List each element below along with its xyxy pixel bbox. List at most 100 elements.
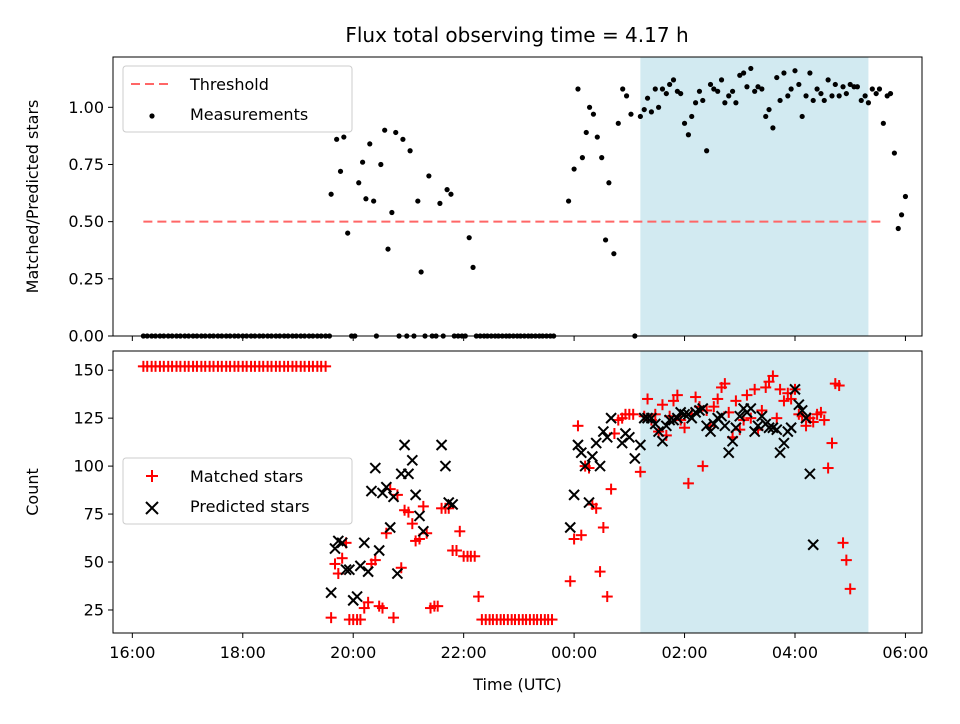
measurement-point — [729, 88, 736, 94]
predicted-star-point — [619, 427, 632, 440]
matched-star-point — [671, 389, 683, 401]
measurement-point — [571, 166, 577, 172]
predicted-star-point — [656, 435, 669, 447]
measurement-point — [337, 168, 344, 174]
measurement-point — [437, 200, 443, 206]
predicted-star-point — [745, 402, 757, 415]
measurement-point — [400, 136, 406, 142]
y-tick-label: 0.00 — [68, 327, 104, 346]
matched-star-point — [376, 602, 388, 614]
measurement-point — [847, 81, 853, 88]
predicted-star-point — [649, 418, 661, 430]
measurement-point — [681, 120, 688, 126]
measurement-point — [341, 134, 347, 140]
legend-box-bottom — [122, 457, 353, 525]
y-tick-label: 0.50 — [68, 212, 104, 231]
panel-count: 25 50 75 100 125 150 16:00 18:00 20:00 22:00 00:0… — [23, 350, 928, 694]
measurement-point — [869, 86, 875, 92]
predicted-star-point — [807, 539, 819, 551]
measurement-point — [858, 97, 864, 104]
measurement-point — [628, 111, 634, 117]
matched-star-point — [826, 437, 838, 449]
measurement-point — [814, 86, 820, 92]
matched-star-point — [329, 558, 341, 570]
measurement-point — [611, 251, 617, 257]
x-tick-label: 20:00 — [330, 643, 376, 662]
predicted-star-point — [376, 487, 389, 499]
predicted-star-point — [771, 423, 783, 436]
measurement-point — [807, 70, 813, 76]
measurement-point — [898, 212, 905, 218]
measurement-point — [700, 97, 706, 104]
y-tick-label: 150 — [73, 361, 104, 380]
matched-star-point — [395, 562, 407, 574]
measurement-point — [810, 97, 816, 104]
matched-star-point — [815, 406, 827, 418]
matched-star-point — [837, 537, 849, 549]
predicted-star-point — [785, 422, 797, 434]
matched-star-point — [796, 410, 808, 422]
matched-star-point — [354, 614, 366, 626]
measurement-point — [891, 150, 897, 156]
measurement-point — [733, 100, 739, 106]
y-ticks-top: 0.00 0.25 0.50 0.75 1.00 — [68, 98, 113, 346]
matched-star-point — [708, 401, 720, 413]
measurement-point — [594, 134, 600, 140]
y-tick-label: 1.00 — [68, 98, 104, 117]
predicted-star-point — [778, 437, 790, 449]
measurement-point — [590, 111, 597, 117]
measurement-point — [854, 84, 860, 90]
matched-star-point — [756, 404, 768, 416]
predicted-star-point — [329, 542, 341, 555]
measurement-point — [799, 113, 805, 120]
matched-star-point — [679, 422, 691, 434]
predicted-star-point — [634, 439, 647, 451]
predicted-star-point — [572, 439, 584, 451]
measurement-point — [382, 127, 388, 133]
predicted-star-point — [336, 537, 348, 549]
matched-star-point — [800, 420, 812, 432]
x-tick-label: 06:00 — [882, 643, 928, 662]
matched-star-point — [391, 489, 403, 501]
measurement-point — [470, 264, 476, 270]
measurement-point — [726, 93, 732, 99]
matched-star-point — [432, 600, 444, 612]
measurement-point — [707, 81, 714, 88]
measurement-point — [663, 90, 669, 97]
matched-star-point — [719, 378, 731, 390]
predicted-star-points — [325, 383, 819, 607]
measurement-point — [748, 65, 754, 72]
measurement-point — [466, 235, 472, 241]
predicted-star-point — [723, 446, 735, 459]
predicted-star-point — [387, 491, 400, 503]
matched-star-point — [572, 420, 584, 432]
matched-star-point — [818, 414, 830, 426]
matched-star-point — [712, 393, 724, 405]
matched-star-point — [668, 395, 680, 407]
measurement-point — [785, 93, 791, 99]
x-tick-label: 04:00 — [772, 643, 818, 662]
matched-star-point — [546, 614, 558, 626]
measurement-point — [599, 155, 605, 161]
predicted-star-point — [590, 437, 602, 449]
predicted-star-point — [384, 521, 396, 534]
measurement-point — [602, 237, 609, 243]
measurement-point — [448, 191, 454, 197]
predicted-star-point — [697, 402, 709, 415]
predicted-star-point — [354, 560, 367, 572]
matched-star-point — [325, 612, 337, 624]
matched-star-point — [697, 460, 709, 472]
measurement-point — [583, 129, 589, 136]
measurement-point — [426, 173, 432, 179]
matched-star-point — [627, 408, 639, 420]
legend-top: Threshold Measurements — [122, 65, 353, 133]
measurement-point — [692, 100, 699, 106]
measurement-point — [696, 88, 703, 94]
measurement-point — [788, 86, 794, 92]
predicted-star-point — [568, 489, 580, 501]
matched-star-point — [597, 521, 609, 533]
axes-frame-top — [112, 56, 923, 337]
measurement-point — [774, 74, 780, 81]
predicted-star-point — [343, 563, 356, 576]
